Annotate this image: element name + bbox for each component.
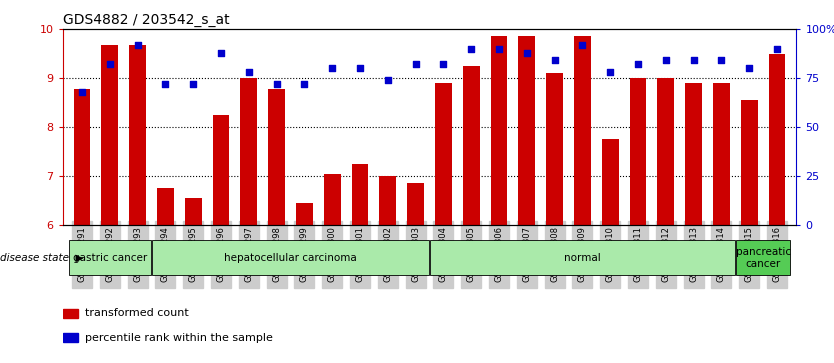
Point [103, 61, 117, 67]
Bar [269, 89, 285, 225]
Bar [152, 240, 429, 275]
Point [548, 57, 561, 63]
Bar [686, 83, 702, 225]
Point [354, 65, 367, 71]
Point [715, 57, 728, 63]
Point [75, 89, 88, 95]
Bar [240, 78, 257, 225]
Bar [352, 164, 369, 225]
Bar [129, 45, 146, 225]
Bar [769, 53, 786, 225]
Point [742, 65, 756, 71]
Point [520, 50, 534, 56]
Point [187, 81, 200, 87]
Bar [185, 198, 202, 225]
Bar [463, 66, 480, 225]
Point [492, 46, 505, 52]
Bar [68, 240, 151, 275]
Text: pancreatic
cancer: pancreatic cancer [736, 247, 791, 269]
Bar [602, 139, 619, 225]
Text: percentile rank within the sample: percentile rank within the sample [85, 333, 273, 343]
Text: transformed count: transformed count [85, 309, 188, 318]
Bar [657, 78, 674, 225]
Text: GDS4882 / 203542_s_at: GDS4882 / 203542_s_at [63, 13, 229, 26]
Point [604, 69, 617, 75]
Bar [736, 240, 791, 275]
Bar [630, 78, 646, 225]
Bar [741, 100, 757, 225]
Bar [73, 89, 90, 225]
Bar [407, 183, 424, 225]
Point [409, 61, 422, 67]
Point [437, 61, 450, 67]
Point [242, 69, 255, 75]
Bar [324, 174, 340, 225]
Point [381, 77, 394, 83]
Bar [63, 333, 78, 342]
Point [131, 42, 144, 48]
Bar [574, 36, 590, 225]
Bar [519, 36, 535, 225]
Point [270, 81, 284, 87]
Point [771, 46, 784, 52]
Text: hepatocellular carcinoma: hepatocellular carcinoma [224, 253, 357, 263]
Bar [63, 309, 78, 318]
Point [687, 57, 701, 63]
Bar [157, 188, 173, 225]
Bar [435, 83, 452, 225]
Point [298, 81, 311, 87]
Point [631, 61, 645, 67]
Text: normal: normal [564, 253, 600, 263]
Point [465, 46, 478, 52]
Bar [430, 240, 735, 275]
Point [158, 81, 172, 87]
Bar [546, 73, 563, 225]
Text: gastric cancer: gastric cancer [73, 253, 147, 263]
Bar [379, 176, 396, 225]
Point [325, 65, 339, 71]
Point [214, 50, 228, 56]
Text: disease state  ▶: disease state ▶ [0, 253, 83, 263]
Bar [713, 83, 730, 225]
Bar [102, 45, 118, 225]
Bar [490, 36, 507, 225]
Bar [213, 115, 229, 225]
Point [659, 57, 672, 63]
Bar [296, 203, 313, 225]
Point [575, 42, 589, 48]
